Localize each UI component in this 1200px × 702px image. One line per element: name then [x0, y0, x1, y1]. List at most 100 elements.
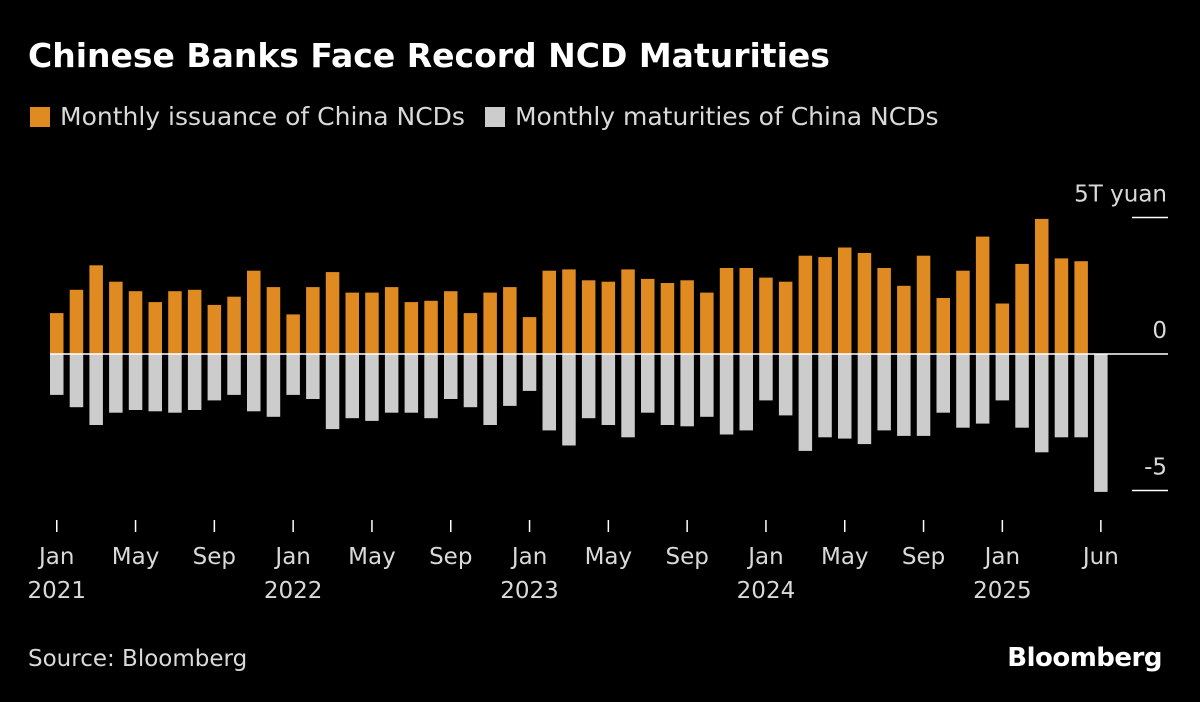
x-tick-label-month: Jan	[273, 544, 310, 570]
maturity-bar	[1015, 354, 1029, 428]
issuance-bar	[187, 289, 202, 354]
maturity-bar	[778, 354, 793, 416]
maturity-bar	[660, 354, 675, 425]
maturity-bar	[306, 354, 320, 399]
issuance-bar	[503, 287, 517, 354]
maturity-bar	[345, 354, 359, 419]
issuance-bar	[207, 304, 222, 354]
maturity-bar	[838, 354, 852, 439]
legend-label-issuance: Monthly issuance of China NCDs	[60, 102, 465, 131]
x-tick-label-year: 2022	[264, 578, 323, 604]
issuance-bar	[1015, 263, 1029, 354]
legend-swatch-issuance	[30, 106, 50, 127]
maturity-bar	[168, 354, 182, 413]
maturity-bar	[739, 354, 753, 431]
issuance-bar	[778, 281, 793, 354]
issuance-bar	[1035, 218, 1049, 354]
issuance-bar	[306, 287, 320, 354]
x-tick-label-year: 2024	[737, 578, 796, 604]
issuance-bar	[857, 253, 872, 354]
maturity-bar	[798, 354, 813, 451]
maturity-bar	[365, 354, 379, 421]
maturity-bar	[148, 354, 162, 412]
x-tick-label-month: Sep	[665, 544, 708, 570]
x-tick-label-month: Jun	[1081, 544, 1119, 570]
maturity-bar	[69, 354, 84, 408]
maturity-bar	[581, 354, 596, 419]
issuance-bar	[522, 317, 537, 354]
legend-swatch-maturities	[484, 106, 505, 127]
y-tick-label: 5T yuan	[1074, 182, 1167, 208]
legend-label-maturities: Monthly maturities of China NCDs	[514, 102, 939, 131]
issuance-bar	[739, 268, 753, 354]
issuance-bar	[109, 281, 123, 354]
maturity-bar	[818, 354, 832, 438]
maturity-bar	[50, 354, 64, 395]
issuance-bar	[69, 289, 84, 354]
issuance-bar	[759, 277, 773, 354]
issuance-bar	[877, 268, 891, 354]
maturity-bar	[1074, 354, 1088, 438]
x-tick-label-month: May	[585, 544, 633, 570]
x-tick-label-month: Jan	[983, 544, 1020, 570]
maturity-bar	[897, 354, 911, 436]
issuance-bar	[266, 287, 281, 354]
x-tick-label-month: Sep	[193, 544, 236, 570]
issuance-bar	[286, 314, 300, 354]
issuance-bar	[247, 270, 261, 354]
legend-item-issuance: Monthly issuance of China NCDs	[30, 102, 465, 131]
issuance-bar	[483, 292, 497, 354]
maturity-bar	[128, 354, 143, 410]
maturity-bar	[857, 354, 872, 445]
maturity-bar	[641, 354, 655, 413]
x-tick-label-month: May	[821, 544, 869, 570]
issuance-bar	[562, 269, 576, 354]
issuance-bar	[463, 313, 478, 354]
x-tick-label-month: Sep	[902, 544, 945, 570]
x-tick-label-month: May	[348, 544, 396, 570]
maturity-bar	[187, 354, 202, 410]
maturity-bar	[759, 354, 773, 401]
maturity-bar	[503, 354, 517, 406]
maturity-bar	[1054, 354, 1069, 438]
bloomberg-logo: Bloomberg	[1007, 643, 1162, 673]
issuance-bar	[916, 255, 931, 354]
issuance-bar	[444, 291, 458, 354]
x-tick-label-year: 2023	[500, 578, 559, 604]
issuance-bar	[148, 302, 162, 354]
maturity-bar	[680, 354, 694, 427]
maturity-bar	[700, 354, 714, 417]
issuance-bar	[168, 291, 182, 354]
maturity-bar	[975, 354, 990, 424]
maturity-bar	[719, 354, 734, 435]
issuance-bar	[542, 270, 556, 354]
x-tick-label-year: 2025	[973, 578, 1032, 604]
x-tick-label-month: Jan	[37, 544, 74, 570]
issuance-bar	[365, 292, 379, 354]
issuance-bar	[680, 280, 694, 354]
maturity-bar	[444, 354, 458, 399]
source-note: Source: Bloomberg	[28, 646, 248, 672]
issuance-bar	[641, 278, 655, 354]
issuance-bar	[325, 272, 340, 354]
maturity-bar	[266, 354, 281, 417]
maturity-bar	[522, 354, 537, 391]
maturity-bar	[247, 354, 261, 412]
maturity-bar	[227, 354, 241, 395]
maturity-bar	[1035, 354, 1049, 453]
issuance-bar	[404, 302, 419, 354]
maturity-bar	[384, 354, 399, 413]
maturity-bar	[483, 354, 497, 425]
maturity-bar	[956, 354, 970, 428]
issuance-bar	[1074, 261, 1088, 354]
maturity-bar	[877, 354, 891, 431]
maturity-bar	[286, 354, 300, 395]
maturity-bar	[995, 354, 1010, 401]
issuance-bar	[936, 298, 950, 354]
maturity-bar	[463, 354, 478, 408]
maturity-bar	[109, 354, 123, 413]
issuance-bar	[660, 283, 675, 354]
maturity-bar	[207, 354, 222, 401]
issuance-bar	[621, 269, 635, 354]
maturity-bar	[1094, 354, 1108, 492]
